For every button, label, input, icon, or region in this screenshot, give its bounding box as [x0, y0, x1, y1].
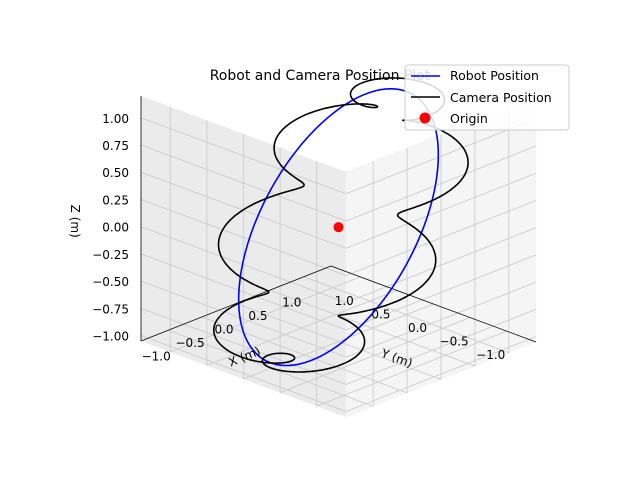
z-tick-label: −1.00: [92, 330, 129, 344]
axis-panes: [140, 95, 537, 418]
y-tick-label: 0.5: [371, 307, 390, 321]
z-tick-label: 0.00: [102, 221, 129, 235]
z-tick-label: 0.25: [102, 193, 129, 207]
z-grid-right-3: [345, 254, 537, 331]
z-grid-right-6: [345, 172, 537, 249]
z-grid-right-1: [345, 308, 537, 385]
z-grid-right-2: [345, 281, 537, 358]
z-grid-right-8: [345, 118, 537, 195]
chart-title: Robot and Camera Position Plot: [210, 68, 431, 84]
legend-box: [404, 64, 570, 131]
y-tick-label: −1.0: [476, 348, 505, 362]
z-tick-label: 0.75: [102, 139, 129, 153]
z-grid-right-5: [345, 200, 537, 276]
z-tick-label: −0.75: [92, 302, 129, 316]
y-tick-label: 1.0: [335, 294, 354, 308]
z-grid-left-8: [140, 117, 347, 195]
z-grid-right-7: [345, 145, 537, 222]
z-grid-left-2: [140, 280, 347, 358]
x-tick-label: 0.5: [248, 309, 267, 323]
z-tick-label: −0.25: [92, 248, 129, 262]
legend-robot-label: Robot Position: [450, 68, 539, 83]
y-grid-floor-0: [316, 330, 507, 407]
y-grid-floor-2: [243, 303, 434, 380]
y-grid-floor-4: [170, 276, 361, 353]
z-grid-left-3: [140, 253, 347, 331]
y-tick-label: 0.0: [408, 321, 427, 335]
legend-origin-label: Origin: [450, 111, 488, 126]
tick-labels: −1.0 −0.5 0.0 0.5 1.0 −1.0 −0.5 0.0 0.5 1.0 −1.00 −…: [92, 112, 505, 364]
series-layer: [213, 77, 469, 373]
x-tick-label: −0.5: [176, 336, 205, 350]
y-tick-label: −0.5: [440, 335, 469, 349]
z-grid-left-0: [140, 335, 347, 412]
legend-origin-swatch: [419, 112, 431, 124]
x-tick-label: 0.0: [214, 323, 233, 337]
legend: Robot Position Camera Position Origin: [404, 64, 570, 131]
y-axis-line: [330, 265, 537, 343]
origin-point: [333, 222, 344, 233]
z-grid-left-4: [140, 226, 347, 304]
y-grid-floor-1: [279, 317, 471, 393]
camera-position-line: [213, 77, 469, 373]
x-axis-line: [140, 265, 332, 342]
z-grid-left-7: [140, 144, 347, 222]
z-tick-label: −0.50: [92, 275, 129, 289]
x-tick-label: −1.0: [142, 349, 171, 363]
z-grid-left-5: [140, 199, 347, 276]
z-tick-label: 0.50: [102, 166, 129, 180]
z-tick-label: 1.00: [102, 112, 129, 126]
z-axis-label: Z (m): [68, 205, 82, 238]
y-grid-floor-3: [206, 290, 398, 366]
legend-camera-label: Camera Position: [450, 90, 552, 105]
x-tick-label: 1.0: [282, 296, 301, 310]
z-grid-right-0: [345, 336, 537, 412]
z-grid-right-4: [345, 227, 537, 304]
